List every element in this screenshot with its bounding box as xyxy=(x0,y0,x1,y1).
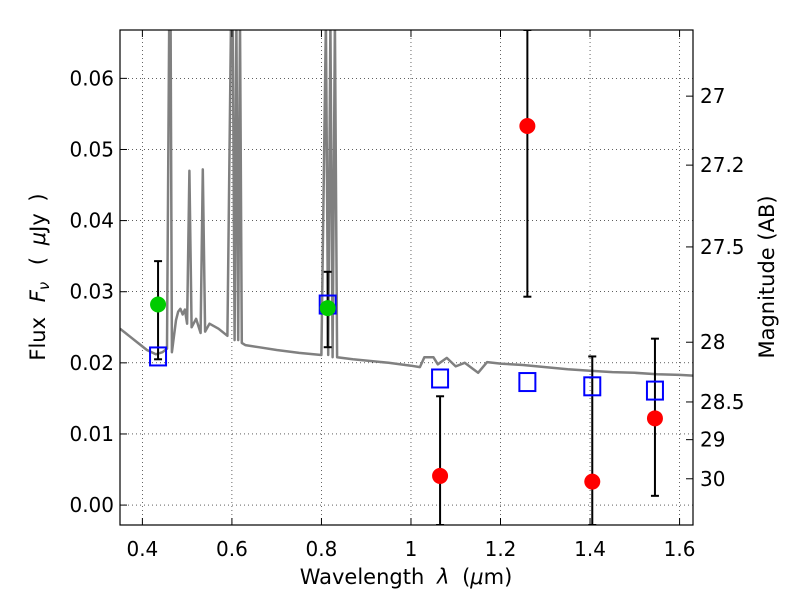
y-tick-label: 0.05 xyxy=(69,137,114,161)
upper-limit-point xyxy=(519,118,536,135)
y2-tick-label: 27.5 xyxy=(700,235,745,259)
grid xyxy=(120,30,693,525)
model-spectrum-line xyxy=(120,30,693,377)
x-tick-label: 1.2 xyxy=(485,537,517,561)
y2-axis-title: Magnitude (AB) xyxy=(755,195,779,358)
model-photometry-square xyxy=(431,368,450,389)
y-tick-label: 0.01 xyxy=(69,422,114,446)
y-tick-label: 0.00 xyxy=(69,493,114,517)
x-tick-label: 0.6 xyxy=(216,537,248,561)
upper-limit-point xyxy=(432,467,449,484)
plot-area xyxy=(120,30,693,525)
y2-tick-label: 28.5 xyxy=(700,390,745,414)
detection-point xyxy=(319,300,336,317)
upper-limit-point xyxy=(646,410,663,427)
y-axis-title: Flux Fν ( μJy ) xyxy=(26,193,54,360)
x-tick-label: 0.8 xyxy=(306,537,338,561)
model-photometry-square xyxy=(583,376,602,397)
x-axis-title: Wavelength λ (μm) xyxy=(300,565,513,589)
y2-tick-label: 29 xyxy=(700,428,725,452)
plot-frame xyxy=(119,29,694,526)
y2-tick-label: 30 xyxy=(700,467,725,491)
y-tick-label: 0.03 xyxy=(69,280,114,304)
y-tick-label: 0.02 xyxy=(69,351,114,375)
y-tick-label: 0.04 xyxy=(69,209,114,233)
x-tick-label: 0.4 xyxy=(126,537,158,561)
model-photometry-square xyxy=(149,346,168,367)
upper-limit-point xyxy=(584,473,601,490)
x-tick-label: 1 xyxy=(405,537,418,561)
y2-tick-label: 27 xyxy=(700,84,725,108)
detection-point xyxy=(150,296,167,313)
y-tick-label: 0.06 xyxy=(69,66,114,90)
y2-tick-label: 28 xyxy=(700,330,725,354)
model-photometry-square xyxy=(645,380,664,401)
x-tick-label: 1.6 xyxy=(664,537,696,561)
model-photometry-square xyxy=(518,372,537,393)
ticks: 0.4 0.6 0.8 1 1.2 1.4 1.6 0.00 0.01 0.02 0.03 0.04 0… xyxy=(69,30,745,561)
y2-tick-label: 27.2 xyxy=(700,153,745,177)
x-tick-label: 1.4 xyxy=(574,537,606,561)
